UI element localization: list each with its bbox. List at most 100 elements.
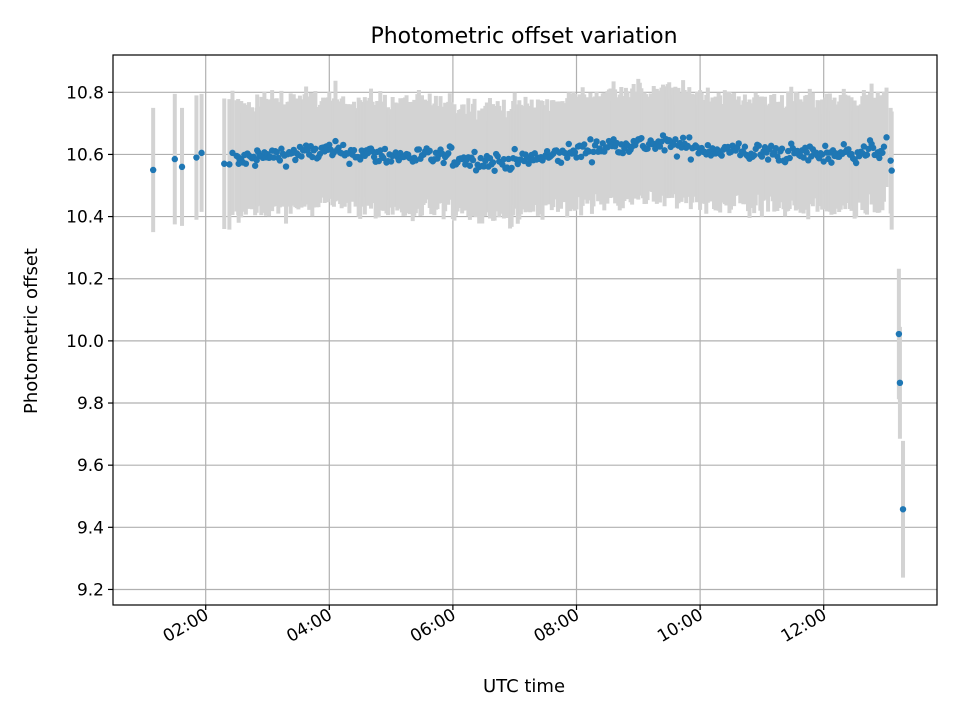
data-point	[887, 157, 894, 164]
data-point	[758, 153, 766, 160]
data-point	[803, 149, 810, 156]
data-point	[661, 147, 668, 154]
data-point	[656, 143, 664, 150]
y-tick-label: 10.8	[66, 83, 104, 103]
data-point	[494, 153, 501, 160]
y-tick-label: 10.2	[66, 270, 104, 290]
data-point	[704, 141, 712, 149]
y-tick-label: 10.6	[66, 145, 104, 165]
data-point	[426, 147, 433, 155]
data-point	[888, 167, 895, 174]
data-point	[755, 142, 763, 149]
data-point	[326, 141, 333, 148]
plot-frame	[112, 54, 938, 606]
data-point	[282, 163, 290, 170]
data-point	[292, 156, 299, 164]
data-point	[687, 156, 695, 163]
data-point	[673, 153, 681, 160]
data-point	[735, 140, 742, 147]
data-points	[149, 132, 907, 513]
data-point	[448, 144, 455, 151]
data-point	[380, 154, 387, 162]
data-point	[543, 147, 551, 155]
data-point	[350, 147, 358, 154]
data-point	[178, 163, 186, 171]
y-tick-label: 9.8	[77, 394, 104, 414]
data-point	[571, 149, 579, 156]
data-point	[786, 154, 793, 162]
data-point	[577, 153, 585, 161]
data-point	[198, 149, 205, 157]
data-point	[718, 152, 725, 159]
data-point	[346, 160, 353, 168]
data-point	[340, 141, 347, 149]
data-point	[822, 142, 829, 150]
data-point	[254, 147, 261, 154]
data-point	[564, 154, 571, 161]
data-point	[171, 155, 178, 163]
data-point	[587, 136, 594, 143]
data-point	[828, 159, 835, 166]
data-point	[557, 159, 565, 166]
data-point	[896, 379, 904, 387]
data-point	[242, 160, 250, 167]
data-point	[895, 330, 903, 338]
data-point	[565, 140, 572, 148]
data-point	[466, 162, 474, 169]
data-point	[772, 144, 780, 152]
error-bars	[151, 78, 906, 578]
data-point	[221, 160, 228, 167]
data-point	[876, 154, 883, 162]
data-point	[357, 156, 364, 163]
data-point	[775, 157, 783, 164]
y-tick-label: 9.4	[77, 518, 104, 538]
data-point	[278, 145, 285, 152]
data-point	[375, 157, 382, 165]
data-point	[508, 164, 515, 172]
data-point	[863, 151, 871, 158]
data-point	[469, 156, 477, 164]
data-point	[593, 138, 600, 145]
data-point	[588, 159, 596, 166]
data-point	[899, 506, 907, 513]
data-point	[276, 157, 284, 164]
data-point	[852, 159, 860, 167]
data-point	[585, 148, 593, 155]
y-tick-label: 9.6	[77, 456, 104, 476]
data-point	[672, 136, 679, 143]
data-point	[764, 156, 772, 163]
data-point	[335, 144, 342, 151]
data-point	[750, 152, 758, 159]
chart-title: Photometric offset variation	[370, 24, 677, 49]
data-point	[820, 158, 827, 165]
data-point	[477, 154, 484, 162]
data-point	[880, 143, 888, 150]
data-point	[226, 161, 233, 168]
data-point	[193, 154, 200, 161]
data-point	[511, 145, 518, 153]
data-point	[581, 141, 588, 148]
data-point	[229, 149, 236, 157]
data-point	[500, 155, 508, 163]
data-point	[869, 144, 877, 152]
data-point	[800, 154, 807, 161]
data-point	[590, 148, 597, 156]
data-point	[332, 137, 339, 145]
data-point	[778, 145, 786, 152]
data-point	[235, 160, 242, 167]
data-point	[251, 162, 259, 169]
y-tick-label: 9.2	[77, 580, 104, 600]
data-point	[883, 134, 890, 141]
data-point	[440, 159, 447, 167]
data-point	[489, 159, 497, 166]
data-point	[415, 146, 423, 153]
data-point	[784, 147, 792, 155]
data-point	[741, 143, 749, 150]
x-axis-label: UTC time	[483, 676, 565, 697]
data-point	[471, 148, 478, 156]
data-point	[270, 154, 277, 161]
y-axis-label: Photometric offset	[21, 248, 42, 414]
y-tick-label: 10.4	[66, 208, 104, 228]
